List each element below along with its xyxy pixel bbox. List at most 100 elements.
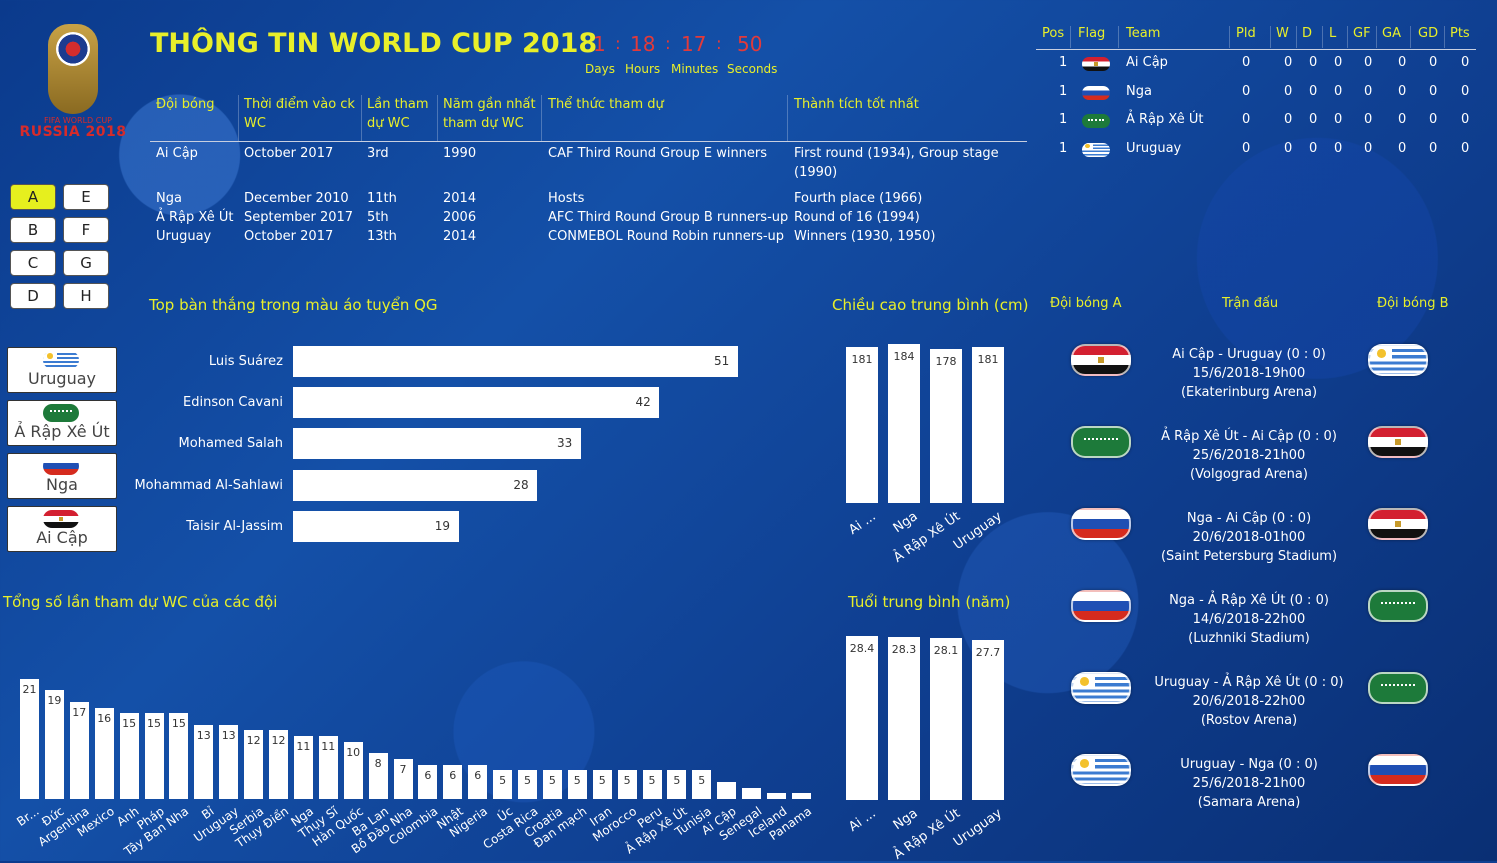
info-cell: 3rd [367,146,389,161]
group-button-a[interactable]: A [10,184,56,210]
eg-flag-icon[interactable] [1368,426,1428,458]
standing-stat: 0 [1461,55,1470,70]
bar-value-label: 11 [321,740,336,754]
bar-value-label: 7 [399,763,407,776]
match-info[interactable]: Ả Rập Xê Út - Ai Cập (0 : 0) 25/6/2018-21… [1129,427,1369,484]
uy-flag-icon[interactable] [1071,754,1131,786]
team-card[interactable]: Ả Rập Xê Út [7,400,117,446]
bar-value-label: 6 [474,768,482,782]
column-divider [1347,26,1348,48]
bar-value-label: 12 [246,734,261,748]
info-cell: Ả Rập Xê Út [156,210,234,225]
standing-pos: 1 [1059,140,1068,156]
sa-flag-icon[interactable] [1071,426,1131,458]
match-venue: (Ekaterinburg Arena) [1180,385,1318,400]
bar-value-label: 15 [171,717,186,731]
bar-value-label: 16 [97,711,112,725]
bar-value-label: 5 [548,774,556,788]
eg-flag-icon [43,510,79,528]
bar [69,701,89,799]
standing-team: Uruguay [1126,140,1182,156]
standing-stat: 0 [1242,83,1251,99]
bar-value-label: 21 [22,683,37,696]
standing-pos: 1 [1059,112,1068,127]
bar-value-label: 5 [673,774,681,788]
group-button-c[interactable]: C [10,250,56,276]
group-button-b[interactable]: B [10,217,56,243]
bar-value-label: 28 [513,477,529,492]
bar-label: Luis Suárez [208,354,283,369]
bar-value-label: 5 [623,774,631,788]
match-info[interactable]: Nga - Ai Cập (0 : 0) 20/6/2018-01h00 (Sain… [1129,509,1369,566]
standing-stat: 0 [1309,112,1318,127]
column-divider [1410,26,1411,48]
team-card-name: Uruguay [28,369,96,388]
countdown-separator: : [665,34,671,54]
matches-header-team-b: Đội bóng B [1377,296,1449,311]
ru-flag-icon[interactable] [1071,508,1131,540]
bar-value-label: 13 [196,728,211,742]
info-cell: AFC Third Round Group B runners-up [548,210,789,225]
standing-stat: 0 [1242,55,1251,70]
group-button-e[interactable]: E [63,184,109,210]
team-card[interactable]: Nga [7,453,117,499]
bar [318,736,338,799]
team-card-name: Nga [46,475,78,494]
bar [542,770,562,799]
group-button-f[interactable]: F [63,217,109,243]
bar [846,346,878,503]
standing-stat: 0 [1309,140,1318,156]
team-card[interactable]: Uruguay [7,347,117,393]
ru-flag-icon[interactable] [1368,754,1428,786]
bar-value-label: 178 [935,355,957,369]
bar-value-label: 27.7 [975,646,1001,660]
standing-stat: 0 [1461,112,1470,127]
page-title: THÔNG TIN WORLD CUP 2018 [150,28,598,59]
group-button-h[interactable]: H [63,283,109,309]
col-header-team: Team [1126,26,1161,41]
countdown-seconds-label: Seconds [727,62,778,76]
match-info[interactable]: Nga - Ả Rập Xê Út (0 : 0) 14/6/2018-22h00… [1129,591,1369,648]
ru-flag-icon[interactable] [1071,590,1131,622]
standing-stat: 0 [1398,83,1407,99]
column-divider [1270,26,1271,48]
eg-flag-icon[interactable] [1071,344,1131,376]
standing-team: Ai Cập [1126,55,1168,70]
info-cell: Ai Cập [156,146,198,161]
match-info[interactable]: Uruguay - Nga (0 : 0) 25/6/2018-21h00 (Sam… [1129,755,1369,812]
countdown-separator: : [615,34,621,54]
match-info[interactable]: Uruguay - Ả Rập Xê Út (0 : 0) 20/6/2018-2… [1129,673,1369,730]
bar-value-label: 5 [648,774,656,788]
matches-header-match: Trận đấu [1222,296,1279,311]
team-card-name: Ả Rập Xê Út [14,422,110,441]
category-label: Ai ... [846,509,879,538]
eg-flag-icon[interactable] [1368,508,1428,540]
info-cell: Nga [156,191,182,206]
column-divider [1296,26,1297,48]
uy-flag-icon[interactable] [1071,672,1131,704]
match-venue: (Luzhniki Stadium) [1188,631,1310,646]
bar [930,349,962,503]
bar-value-label: 12 [271,734,286,748]
match-teams-score: Uruguay - Ả Rập Xê Út (0 : 0) [1154,675,1344,690]
uy-flag-icon[interactable] [1368,344,1428,376]
bar [393,759,413,799]
standing-stat: 0 [1334,140,1343,156]
bar [667,770,687,799]
sa-flag-icon [1082,114,1110,128]
match-info[interactable]: Ai Cập - Uruguay (0 : 0) 15/6/2018-19h00 (… [1129,345,1369,402]
standing-stat: 0 [1429,140,1438,156]
sa-flag-icon[interactable] [1368,590,1428,622]
bar [293,387,660,419]
sa-flag-icon[interactable] [1368,672,1428,704]
group-button-d[interactable]: D [10,283,56,309]
match-teams-score: Uruguay - Nga (0 : 0) [1180,757,1318,772]
column-divider [361,95,362,141]
bar [169,713,189,799]
bar-value-label: 10 [346,745,361,759]
match-teams-score: Ả Rập Xê Út - Ai Cập (0 : 0) [1161,429,1337,444]
info-cell: Round of 16 (1994) [794,210,920,225]
group-button-g[interactable]: G [63,250,109,276]
standing-stat: 0 [1242,140,1251,156]
team-card[interactable]: Ai Cập [7,506,117,552]
